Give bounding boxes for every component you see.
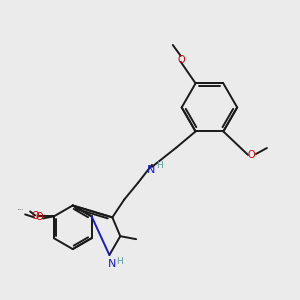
Text: O: O: [32, 212, 39, 221]
Text: H: H: [156, 161, 163, 170]
Text: N: N: [108, 259, 116, 269]
Text: N: N: [147, 165, 155, 175]
Text: methoxy: methoxy: [18, 209, 24, 210]
Text: O: O: [247, 150, 255, 160]
Text: O: O: [35, 212, 43, 222]
Text: O: O: [178, 55, 185, 65]
Text: H: H: [116, 257, 123, 266]
